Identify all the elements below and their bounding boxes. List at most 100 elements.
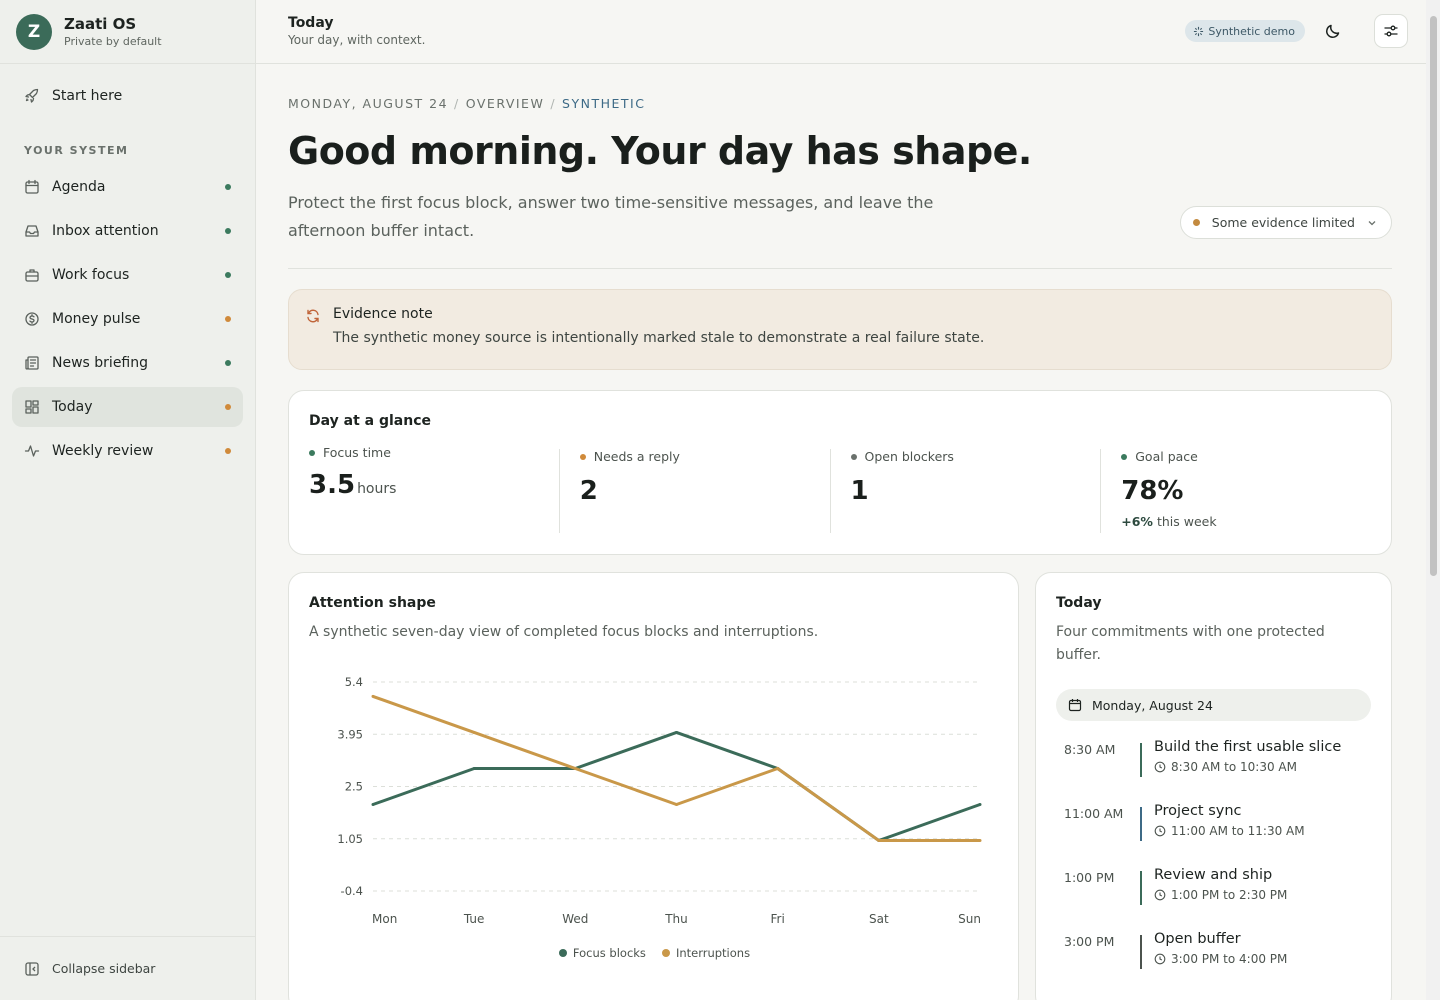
briefcase-icon	[24, 267, 40, 283]
y-tick-label: -0.4	[341, 884, 363, 898]
topbar: Today Your day, with context. Synthetic …	[256, 0, 1426, 64]
y-tick-label: 2.5	[345, 780, 363, 794]
sidebar-item-inbox-attention[interactable]: Inbox attention	[12, 211, 243, 251]
schedule-event[interactable]: 8:30 AM Build the first usable slice 8:3…	[1056, 739, 1371, 803]
event-title: Open buffer	[1154, 931, 1241, 947]
data-point	[877, 839, 881, 843]
event-title: Project sync	[1154, 803, 1242, 819]
sidebar-item-label: Work focus	[52, 267, 130, 283]
synthetic-demo-badge: Synthetic demo	[1185, 20, 1305, 42]
breadcrumb-date: MONDAY, AUGUST 24	[288, 96, 449, 111]
event-color-bar	[1140, 743, 1142, 777]
chart-legend: Focus blocks Interruptions	[289, 946, 1020, 960]
y-tick-label: 3.95	[337, 727, 363, 741]
card-title: Today	[1056, 595, 1102, 611]
schedule-event[interactable]: 3:00 PM Open buffer 3:00 PM to 4:00 PM	[1056, 931, 1371, 995]
stat-value: 3.5	[309, 470, 356, 500]
stat-delta: +6% this week	[1121, 514, 1217, 529]
collapse-sidebar-button[interactable]: Collapse sidebar	[0, 936, 255, 1000]
legend-item: Focus blocks	[558, 946, 646, 960]
schedule-event[interactable]: 11:00 AM Project sync 11:00 AM to 11:30 …	[1056, 803, 1371, 867]
event-title: Build the first usable slice	[1154, 739, 1342, 755]
schedule-event[interactable]: 1:00 PM Review and ship 1:00 PM to 2:30 …	[1056, 867, 1371, 931]
sidebar-item-money-pulse[interactable]: Money pulse	[12, 299, 243, 339]
legend-label: Interruptions	[675, 946, 751, 960]
status-dot	[225, 360, 231, 366]
stat-open-blockers: Open blockers 1	[829, 449, 1101, 533]
day-at-a-glance-card: Day at a glance Focus time 3.5 hours Needs…	[288, 390, 1392, 555]
breadcrumb-section[interactable]: OVERVIEW	[465, 96, 545, 111]
x-tick-label: Mon	[372, 912, 397, 926]
sidebar-item-today[interactable]: Today	[12, 387, 243, 427]
status-dot	[225, 316, 231, 322]
scrollbar-thumb[interactable]	[1430, 16, 1437, 576]
x-tick-label: Tue	[463, 912, 485, 926]
event-title: Review and ship	[1154, 867, 1273, 883]
sidebar-item-work-focus[interactable]: Work focus	[12, 255, 243, 295]
theme-toggle-moon-icon[interactable]	[1324, 22, 1342, 40]
sidebar-item-weekly-review[interactable]: Weekly review	[12, 431, 243, 471]
evidence-status-dot	[1192, 219, 1200, 226]
data-point	[675, 803, 678, 807]
evidence-note-body: The synthetic money source is intentiona…	[333, 330, 985, 346]
event-color-bar	[1140, 871, 1142, 905]
sliders-icon	[1384, 25, 1398, 37]
settings-button[interactable]	[1374, 14, 1408, 48]
chevron-down-icon	[1368, 220, 1376, 225]
stat-label: Goal pace	[1135, 449, 1198, 464]
x-tick-label: Sat	[869, 912, 889, 926]
status-dot	[225, 448, 231, 454]
data-point	[573, 766, 577, 770]
event-time: 8:30 AM	[1064, 742, 1116, 757]
stat-value: 78%	[1121, 476, 1184, 506]
event-time: 1:00 PM	[1064, 870, 1115, 885]
sidebar-item-label: Inbox attention	[52, 223, 159, 239]
stat-label: Focus time	[323, 445, 391, 460]
newspaper-icon	[24, 355, 40, 371]
scrollbar[interactable]	[1426, 0, 1440, 1000]
x-tick-label: Thu	[664, 912, 688, 926]
card-subtitle: A synthetic seven-day view of completed …	[309, 624, 819, 640]
evidence-status-dropdown[interactable]: Some evidence limited	[1179, 206, 1392, 239]
divider	[288, 268, 1392, 269]
legend-swatch	[558, 949, 567, 957]
rocket-icon	[24, 88, 40, 104]
event-range: 3:00 PM to 4:00 PM	[1171, 952, 1288, 966]
greeting-headline: Good morning. Your day has shape.	[288, 129, 1032, 173]
data-point	[978, 839, 982, 843]
stat-focus-time: Focus time 3.5 hours	[309, 445, 559, 533]
data-point	[371, 694, 375, 698]
sidebar-item-news-briefing[interactable]: News briefing	[12, 343, 243, 383]
event-color-bar	[1140, 807, 1142, 841]
y-tick-label: 5.4	[345, 675, 363, 689]
stat-value: 1	[850, 476, 869, 506]
breadcrumb: MONDAY, AUGUST 24/OVERVIEW / SYNTHETIC	[288, 96, 646, 111]
main-content: MONDAY, AUGUST 24/OVERVIEW / SYNTHETIC Goo…	[288, 64, 1392, 1000]
attention-shape-card: Attention shape A synthetic seven-day vi…	[288, 572, 1019, 1000]
data-point	[776, 766, 780, 770]
event-range: 11:00 AM to 11:30 AM	[1171, 824, 1305, 838]
event-range: 8:30 AM to 10:30 AM	[1171, 760, 1297, 774]
legend-swatch	[661, 949, 670, 957]
clock-icon	[1154, 953, 1166, 965]
sparkle-icon	[1194, 26, 1204, 36]
stat-dot	[1121, 453, 1128, 460]
clock-icon	[1154, 889, 1166, 901]
day-summary: Protect the first focus block, answer tw…	[288, 193, 934, 240]
sidebar: Z Zaati OS Private by default Start here…	[0, 0, 256, 1000]
x-tick-label: Fri	[771, 912, 785, 926]
event-range: 1:00 PM to 2:30 PM	[1171, 888, 1288, 902]
sidebar-collapse-icon	[24, 961, 40, 977]
sidebar-item-agenda[interactable]: Agenda	[12, 167, 243, 207]
series-line-interruptions	[372, 695, 980, 843]
x-tick-label: Wed	[562, 912, 588, 926]
sidebar-section-label: YOUR SYSTEM	[24, 144, 129, 157]
sidebar-item-label: Today	[52, 399, 93, 415]
card-title: Day at a glance	[309, 413, 432, 429]
sidebar-item-start-here[interactable]: Start here	[12, 76, 243, 116]
x-tick-label: Sun	[958, 912, 981, 926]
legend-item: Interruptions	[661, 946, 751, 960]
page-title: Today	[288, 15, 334, 31]
brand-name: Zaati OS	[64, 15, 137, 33]
status-dot	[225, 228, 231, 234]
